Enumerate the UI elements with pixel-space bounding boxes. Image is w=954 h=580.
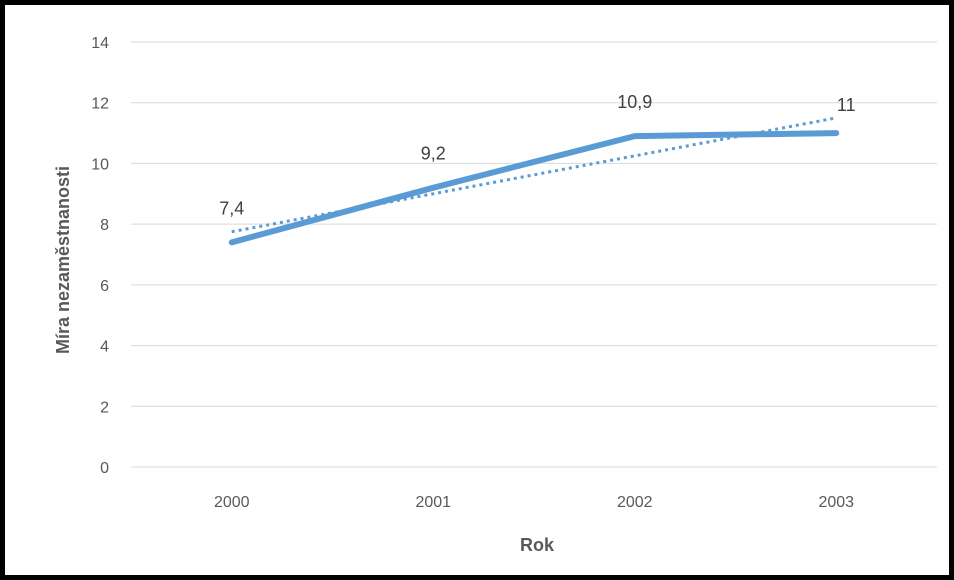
y-tick-label: 0 xyxy=(100,460,109,477)
y-tick-label: 4 xyxy=(100,339,109,356)
y-tick-label: 8 xyxy=(100,217,109,234)
data-label: 9,2 xyxy=(421,144,446,164)
y-axis-ticks: 0 2 4 6 8 10 12 14 xyxy=(91,35,109,477)
x-axis-ticks: 2000 2001 2002 2003 xyxy=(214,494,854,511)
data-label: 7,4 xyxy=(219,198,244,218)
data-label: 11 xyxy=(837,95,856,115)
y-tick-label: 6 xyxy=(100,278,109,295)
x-tick-label: 2000 xyxy=(214,494,250,511)
y-tick-label: 14 xyxy=(91,35,109,52)
y-axis-title: Míra nezaměstnanosti xyxy=(53,166,73,354)
gridlines xyxy=(131,41,937,468)
x-tick-label: 2002 xyxy=(617,494,653,511)
data-label: 10,9 xyxy=(617,92,652,112)
y-tick-label: 2 xyxy=(100,399,109,416)
y-tick-label: 12 xyxy=(91,96,109,113)
y-tick-label: 10 xyxy=(91,156,109,173)
line-chart: 0 2 4 6 8 10 12 14 2000 2001 2002 2003 7,4 9,2 10,9 1… xyxy=(53,35,937,555)
x-axis-title: Rok xyxy=(520,535,555,555)
series-layer xyxy=(228,130,840,246)
x-tick-label: 2001 xyxy=(415,494,451,511)
series-line xyxy=(228,130,840,246)
x-tick-label: 2003 xyxy=(818,494,854,511)
data-labels: 7,4 9,2 10,9 11 xyxy=(219,92,855,218)
